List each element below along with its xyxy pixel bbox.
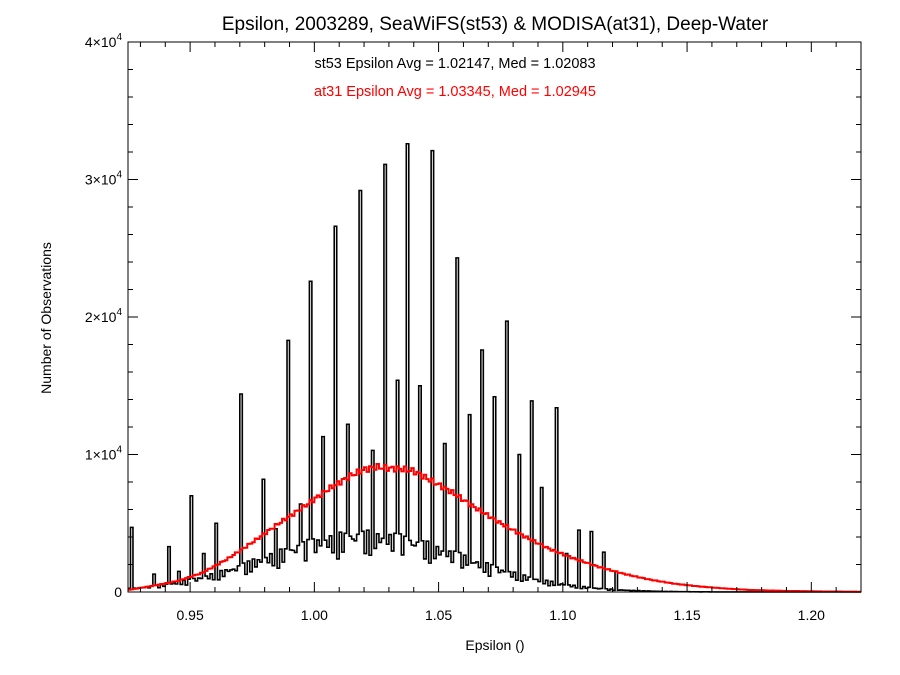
y-tick-label: 1×104 [85,445,123,463]
plot-area [128,142,861,593]
plot-frame [127,41,862,593]
y-axis-label: Number of Observations [38,242,54,394]
x-tick-label: 0.95 [176,607,203,623]
x-tick-label: 1.10 [549,607,576,623]
x-tick-label: 1.15 [673,607,700,623]
x-tick-label: 1.00 [301,607,328,623]
annotation-at31: at31 Epsilon Avg = 1.03345, Med = 1.0294… [314,84,596,100]
x-tick-label: 1.20 [798,607,825,623]
y-tick-label: 4×104 [85,32,123,50]
x-tick-label: 1.05 [425,607,452,623]
x-axis-label: Epsilon () [465,637,524,653]
series-at31-histogram [128,463,861,593]
y-tick-label: 0 [114,584,122,600]
y-tick-label: 3×104 [85,170,123,188]
series-st53-histogram [128,142,861,593]
axes: 0.95 1.00 1.05 1.10 1.15 1.20 0 1×104 2×104 3×104… [85,32,862,623]
chart-title: Epsilon, 2003289, SeaWiFS(st53) & MODISA… [222,14,769,35]
annotation-st53: st53 Epsilon Avg = 1.02147, Med = 1.0208… [314,56,595,72]
y-tick-label: 2×104 [85,307,123,325]
